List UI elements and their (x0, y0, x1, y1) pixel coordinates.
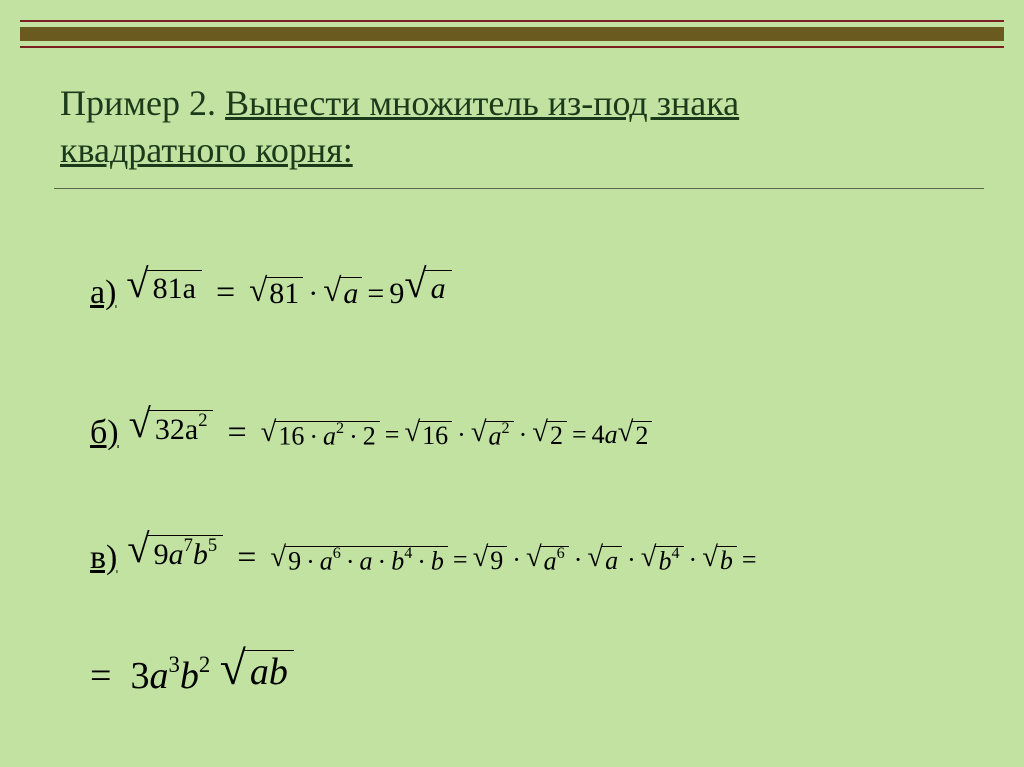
exp-4: 4 (671, 545, 679, 562)
var-a: a (544, 547, 557, 576)
final-answer: = 3a3b2 √ab (90, 650, 294, 698)
val-32a: 32a (155, 413, 198, 446)
var-a: a (605, 546, 618, 575)
title-plain: Пример 2. (60, 83, 225, 123)
val-9: 9 (154, 538, 169, 571)
exp-2: 2 (199, 652, 210, 677)
var-a: a (605, 420, 618, 450)
sqrt-2: √2 (532, 421, 567, 450)
var-b: b (720, 546, 733, 575)
dot-op: · (574, 545, 583, 575)
exp-4: 4 (404, 545, 412, 562)
sqrt-a-c: √a (587, 546, 622, 575)
dot-op: · (308, 277, 318, 311)
equals-sign: = (742, 545, 757, 575)
sqrt-step1c: √ 9·a6·a·b4·b (270, 546, 448, 575)
var-b: b (391, 547, 404, 576)
slide-top-border (20, 20, 1004, 48)
exp-3: 3 (168, 652, 179, 677)
dot-op: · (306, 547, 315, 576)
dot-op: · (689, 545, 698, 575)
var-b: b (193, 538, 208, 571)
title-underlined-2: квадратного корня: (60, 130, 353, 170)
radicand-81a: 81a (153, 272, 196, 305)
equals-sign: = (90, 655, 111, 697)
var-b: b (431, 547, 444, 576)
dot-op: · (457, 420, 466, 450)
dot-op: · (378, 547, 387, 576)
dot-op: · (519, 420, 528, 450)
border-inner-fill (20, 27, 1004, 41)
coef-4: 4 (592, 420, 605, 450)
coef-9: 9 (389, 277, 404, 311)
sqrt-a6: √a6 (526, 546, 569, 575)
sqrt-step1: √ 16·a2·2 (261, 421, 380, 450)
sqrt-a2: √a2 (471, 421, 514, 450)
var-a: a (149, 655, 168, 697)
val-2: 2 (635, 421, 648, 450)
exp-6: 6 (557, 545, 565, 562)
label-a: а) (90, 274, 116, 312)
var-a: a (360, 547, 373, 576)
exp-7: 7 (184, 535, 193, 556)
sqrt-9: √9 (473, 546, 508, 575)
equals-sign: = (385, 420, 400, 450)
sqrt-81a: √ 81a (126, 270, 202, 311)
var-a: a (169, 538, 184, 571)
var-a: a (323, 422, 336, 451)
equals-sign: = (453, 545, 468, 575)
dot-op: · (417, 547, 426, 576)
sqrt-ab: √ab (220, 650, 294, 698)
exp-6: 6 (333, 545, 341, 562)
val-2: 2 (550, 421, 563, 450)
val-9: 9 (490, 546, 503, 575)
val-2: 2 (363, 422, 376, 451)
var-b: b (180, 655, 199, 697)
example-a: а) √ 81a = √81 · √a = 9 √a (90, 270, 452, 312)
sqrt-32a2: √ 32a2 (129, 410, 214, 451)
var-a: a (343, 277, 358, 310)
equals-sign: = (227, 414, 246, 452)
example-c: в) √ 9a7b5 = √ 9·a6·a·b4·b = √9 · √a6 · … (90, 535, 762, 577)
val-9: 9 (288, 547, 301, 576)
exp-2: 2 (336, 420, 344, 437)
coef-3: 3 (130, 655, 149, 697)
var-a: a (489, 422, 502, 451)
dot-op: · (309, 422, 318, 451)
dot-op: · (512, 545, 521, 575)
equals-sign: = (572, 420, 587, 450)
equals-sign: = (367, 277, 384, 311)
example-b: б) √ 32a2 = √ 16·a2·2 = √16 · √a2 · √2 =… (90, 410, 652, 452)
label-c: в) (90, 539, 117, 577)
title-underline-rule (54, 188, 984, 189)
val-81: 81 (269, 277, 299, 310)
exp-5: 5 (208, 535, 217, 556)
sqrt-b-c: √b (702, 546, 737, 575)
sqrt-81: √81 (249, 277, 303, 310)
dot-op: · (349, 422, 358, 451)
exp-2: 2 (198, 410, 207, 431)
val-16: 16 (278, 422, 304, 451)
var-a-final: a (431, 272, 446, 305)
dot-op: · (627, 545, 636, 575)
sqrt-2-final: √2 (618, 421, 653, 450)
val-16: 16 (422, 421, 448, 450)
slide-title: Пример 2. Вынести множитель из-под знака… (60, 80, 964, 174)
sqrt-b4: √b4 (641, 546, 684, 575)
var-a: a (320, 547, 333, 576)
exp-2: 2 (502, 420, 510, 437)
sqrt-9a7b5: √ 9a7b5 (127, 535, 223, 576)
content-area: а) √ 81a = √81 · √a = 9 √a б) √ 32a2 = √ (60, 210, 984, 747)
sqrt-16: √16 (404, 421, 452, 450)
var-ab: ab (250, 651, 288, 693)
sqrt-a: √a (323, 277, 362, 310)
sqrt-a-final: √a (404, 270, 451, 311)
var-b: b (658, 547, 671, 576)
dot-op: · (346, 547, 355, 576)
label-b: б) (90, 414, 119, 452)
title-underlined-1: Вынести множитель из-под знака (225, 83, 739, 123)
equals-sign: = (237, 539, 256, 577)
equals-sign: = (216, 274, 235, 312)
